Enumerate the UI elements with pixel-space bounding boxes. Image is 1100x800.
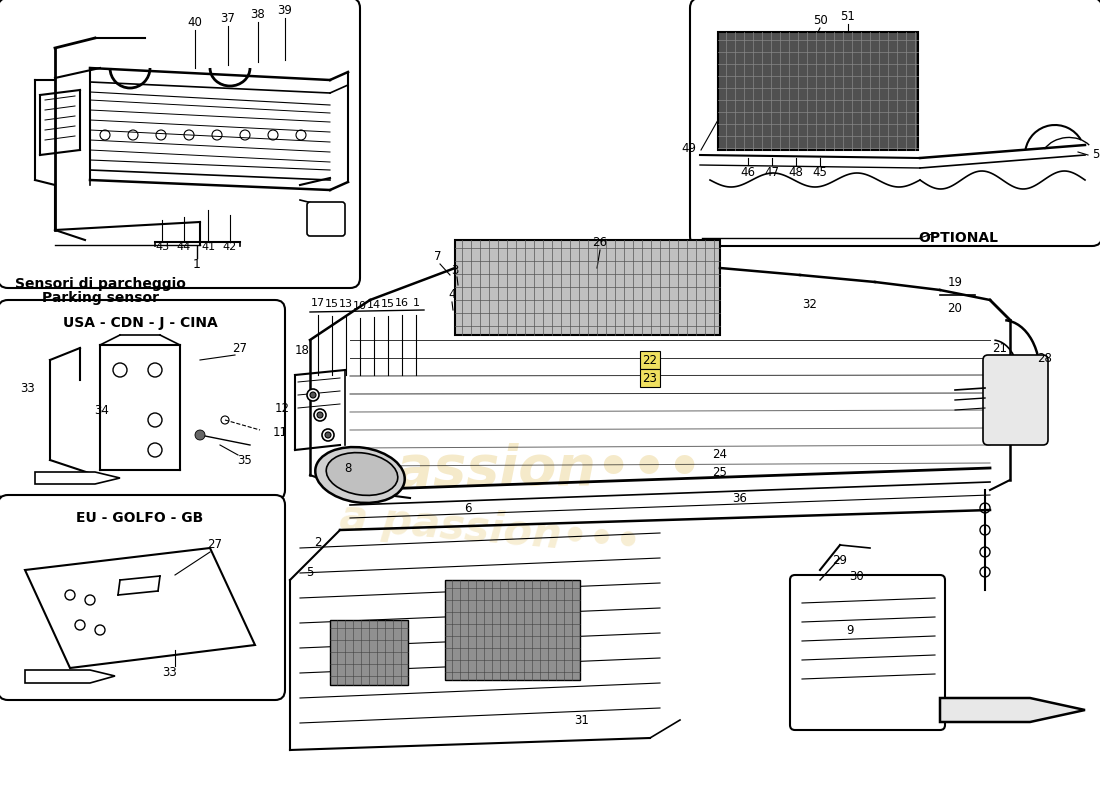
Text: 23: 23 (642, 371, 658, 385)
Text: 31: 31 (574, 714, 590, 726)
Text: a passion•••: a passion••• (338, 496, 642, 564)
Text: 49: 49 (681, 142, 696, 154)
Text: Sensori di parcheggio: Sensori di parcheggio (14, 277, 186, 291)
Circle shape (195, 430, 205, 440)
Text: Parking sensor: Parking sensor (42, 291, 158, 305)
Text: 5: 5 (306, 566, 313, 578)
Text: 33: 33 (163, 666, 177, 678)
Text: 27: 27 (232, 342, 248, 354)
Text: 45: 45 (813, 166, 827, 178)
Text: 21: 21 (992, 342, 1008, 354)
FancyBboxPatch shape (983, 355, 1048, 445)
Bar (330, 620, 408, 685)
Circle shape (307, 389, 319, 401)
Text: 12: 12 (275, 402, 289, 414)
Text: 11: 11 (273, 426, 287, 438)
Text: 9: 9 (846, 623, 854, 637)
FancyBboxPatch shape (307, 202, 345, 236)
Text: 33: 33 (21, 382, 35, 394)
Text: 37: 37 (221, 11, 235, 25)
Text: 39: 39 (277, 3, 293, 17)
Text: 26: 26 (593, 235, 607, 249)
Text: 48: 48 (789, 166, 803, 178)
Text: 19: 19 (947, 275, 962, 289)
Text: 43: 43 (155, 242, 169, 252)
Text: 38: 38 (251, 7, 265, 21)
Circle shape (314, 409, 326, 421)
Text: 30: 30 (849, 570, 865, 583)
Text: 7: 7 (434, 250, 442, 263)
Text: 41: 41 (201, 242, 216, 252)
Text: 8: 8 (344, 462, 352, 474)
Text: 32: 32 (803, 298, 817, 311)
Text: 4: 4 (449, 289, 455, 302)
FancyBboxPatch shape (0, 300, 285, 500)
FancyBboxPatch shape (0, 495, 285, 700)
Circle shape (317, 412, 323, 418)
Text: 44: 44 (177, 242, 191, 252)
Text: 25: 25 (713, 466, 727, 478)
Text: 29: 29 (833, 554, 847, 566)
FancyBboxPatch shape (0, 0, 360, 288)
Text: 36: 36 (733, 491, 747, 505)
Ellipse shape (316, 447, 405, 503)
Bar (455, 240, 720, 335)
Text: OPTIONAL: OPTIONAL (918, 231, 998, 245)
Text: 2: 2 (315, 535, 321, 549)
Text: 35: 35 (238, 454, 252, 466)
Text: 10: 10 (353, 301, 367, 311)
Text: 6: 6 (464, 502, 472, 514)
Text: 17: 17 (311, 298, 326, 308)
Text: 3: 3 (451, 263, 459, 277)
Text: 27: 27 (208, 538, 222, 551)
FancyBboxPatch shape (690, 0, 1100, 246)
Text: 18: 18 (295, 343, 309, 357)
Polygon shape (940, 698, 1085, 722)
Text: 22: 22 (642, 354, 658, 366)
Circle shape (324, 432, 331, 438)
Text: USA - CDN - J - CINA: USA - CDN - J - CINA (63, 316, 218, 330)
Text: passion•••: passion••• (356, 443, 703, 497)
Text: 40: 40 (188, 15, 202, 29)
Text: 16: 16 (395, 298, 409, 308)
Text: 20: 20 (947, 302, 962, 314)
Polygon shape (25, 548, 255, 668)
Text: 28: 28 (1037, 351, 1053, 365)
Text: 42: 42 (223, 242, 238, 252)
FancyBboxPatch shape (790, 575, 945, 730)
Polygon shape (25, 670, 115, 683)
Text: 52: 52 (1092, 149, 1100, 162)
Text: EU - GOLFO - GB: EU - GOLFO - GB (76, 511, 204, 525)
Text: 15: 15 (381, 299, 395, 309)
Ellipse shape (327, 453, 398, 495)
Text: 46: 46 (740, 166, 756, 178)
Text: 50: 50 (813, 14, 827, 26)
Polygon shape (35, 472, 120, 484)
Circle shape (310, 392, 316, 398)
Text: 51: 51 (840, 10, 856, 22)
Text: 1: 1 (194, 258, 201, 271)
Text: 24: 24 (713, 449, 727, 462)
Circle shape (322, 429, 334, 441)
Text: 14: 14 (367, 300, 381, 310)
Text: 15: 15 (324, 299, 339, 309)
Text: 34: 34 (95, 403, 109, 417)
Bar (718, 32, 918, 150)
Text: 13: 13 (339, 299, 353, 309)
Text: 47: 47 (764, 166, 780, 178)
Text: 1: 1 (412, 298, 419, 308)
Bar (446, 580, 580, 680)
